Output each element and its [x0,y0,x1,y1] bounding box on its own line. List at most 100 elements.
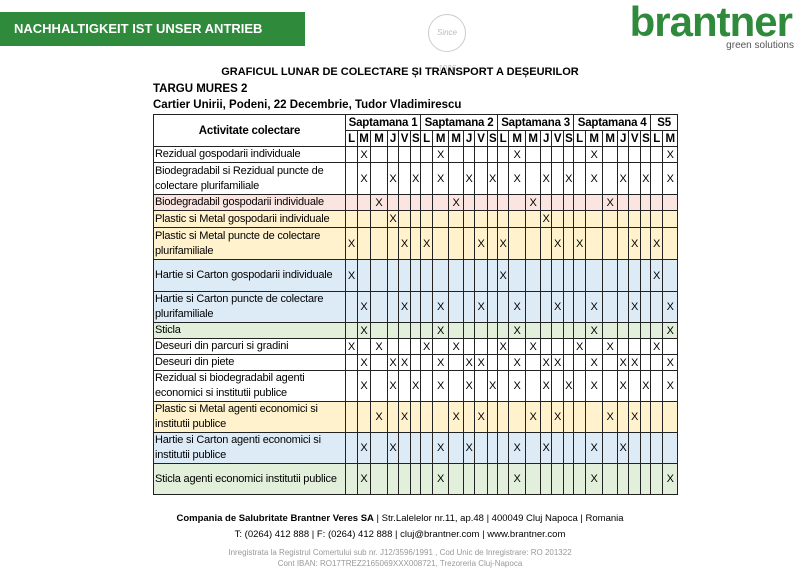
cell: X [357,162,371,195]
cell [640,432,652,464]
cell [662,401,679,433]
cell [432,210,450,228]
cell: X [357,370,371,402]
cell [474,370,489,402]
day-header: S [409,130,422,147]
cell [345,322,358,339]
cell [487,338,499,355]
cell: X [508,162,527,195]
cell: X [432,146,450,163]
cell [551,322,565,339]
cell [497,194,510,211]
city: TARGU MURES 2 [153,83,248,95]
row: Plastic si Metal gospodarii individuale X… [153,210,679,228]
cell [345,463,358,495]
cell: X [540,354,553,371]
cell [650,291,664,323]
cell: X [585,162,604,195]
cell [487,401,499,433]
cell [525,146,542,163]
cell [573,354,587,371]
cell: X [585,322,604,339]
cell [370,146,388,163]
row: Sticla X X X X X [153,322,679,339]
cell [387,401,399,433]
week-header: S5 [650,114,679,131]
cell [617,322,630,339]
cell: X [387,162,399,195]
cell [540,338,553,355]
cell [497,291,510,323]
cell [370,162,388,195]
cell: X [432,322,450,339]
cell [617,194,630,211]
cell [617,338,630,355]
cell [463,259,476,292]
cell: X [662,146,679,163]
cell: X [508,370,527,402]
cell [551,194,565,211]
cell [650,194,664,211]
cell: X [357,146,371,163]
cell [563,463,575,495]
row: Sticla agenti economici institutii publi… [153,463,679,495]
cell: X [345,338,358,355]
cell [525,354,542,371]
cell [370,370,388,402]
cell [497,354,510,371]
cell [640,322,652,339]
cell [662,259,679,292]
cell [387,322,399,339]
cell [563,227,575,260]
day-header: L [650,130,664,147]
cell [640,194,652,211]
cell [563,338,575,355]
activity: Rezidual si biodegradabil agenti economi… [153,370,346,402]
cell: X [409,162,422,195]
cell: X [370,338,388,355]
cell: X [525,401,542,433]
day-header: M [448,130,465,147]
cell [420,401,434,433]
cell [508,401,527,433]
cell: X [662,370,679,402]
cell: X [508,291,527,323]
cell [650,162,664,195]
cell [602,259,619,292]
cell: X [540,162,553,195]
cell [463,401,476,433]
cell: X [432,162,450,195]
cell [345,354,358,371]
cell [540,322,553,339]
cell [387,227,399,260]
cell [345,162,358,195]
cell [398,322,411,339]
cell [409,463,422,495]
cell [573,194,587,211]
cell: X [628,291,642,323]
cell [662,194,679,211]
activity: Plastic si Metal gospodarii individuale [153,210,346,228]
cell: X [387,370,399,402]
cell [487,322,499,339]
cell [525,259,542,292]
cell [508,338,527,355]
cell [420,322,434,339]
cell [573,370,587,402]
cell [551,259,565,292]
cell [409,401,422,433]
cell [357,338,371,355]
day-header: S [640,130,652,147]
cell [585,194,604,211]
cell: X [432,463,450,495]
cell [420,259,434,292]
cell [398,194,411,211]
cell: X [370,401,388,433]
cell [628,322,642,339]
cell: X [357,354,371,371]
cell [370,227,388,260]
cell [398,146,411,163]
cell [370,259,388,292]
cell [487,354,499,371]
cell [602,227,619,260]
